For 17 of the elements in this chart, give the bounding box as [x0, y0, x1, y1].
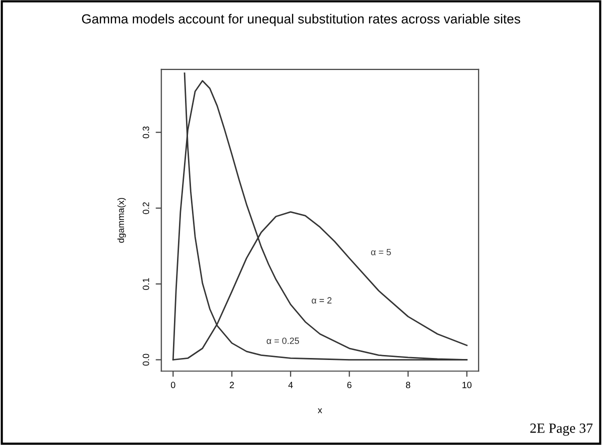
x-tick-label: 2: [230, 382, 234, 388]
y-tick-label: 0.0: [142, 354, 150, 366]
text: 2E Page 37: [530, 424, 593, 436]
x-axis-title: x: [318, 408, 322, 414]
y-axis-title: dgamma(x): [117, 198, 126, 243]
text: α = 5: [371, 248, 391, 256]
chart-title: Gamma models account for unequal substitution rates across variable sites: [82, 14, 520, 26]
series-label: α = 2: [312, 297, 332, 304]
series-label: α = 0.25: [266, 338, 300, 344]
y-tick-label: 0.2: [142, 202, 150, 214]
y-tick-label: 0.3: [142, 126, 150, 138]
x-tick-label: 0: [170, 382, 176, 388]
x-tick-label: 6: [347, 382, 352, 388]
x-tick-label: 10: [462, 382, 472, 388]
y-tick-label: 0.1: [142, 278, 150, 290]
x-tick-label: 4: [288, 382, 293, 388]
x-tick-label: 8: [406, 382, 410, 388]
